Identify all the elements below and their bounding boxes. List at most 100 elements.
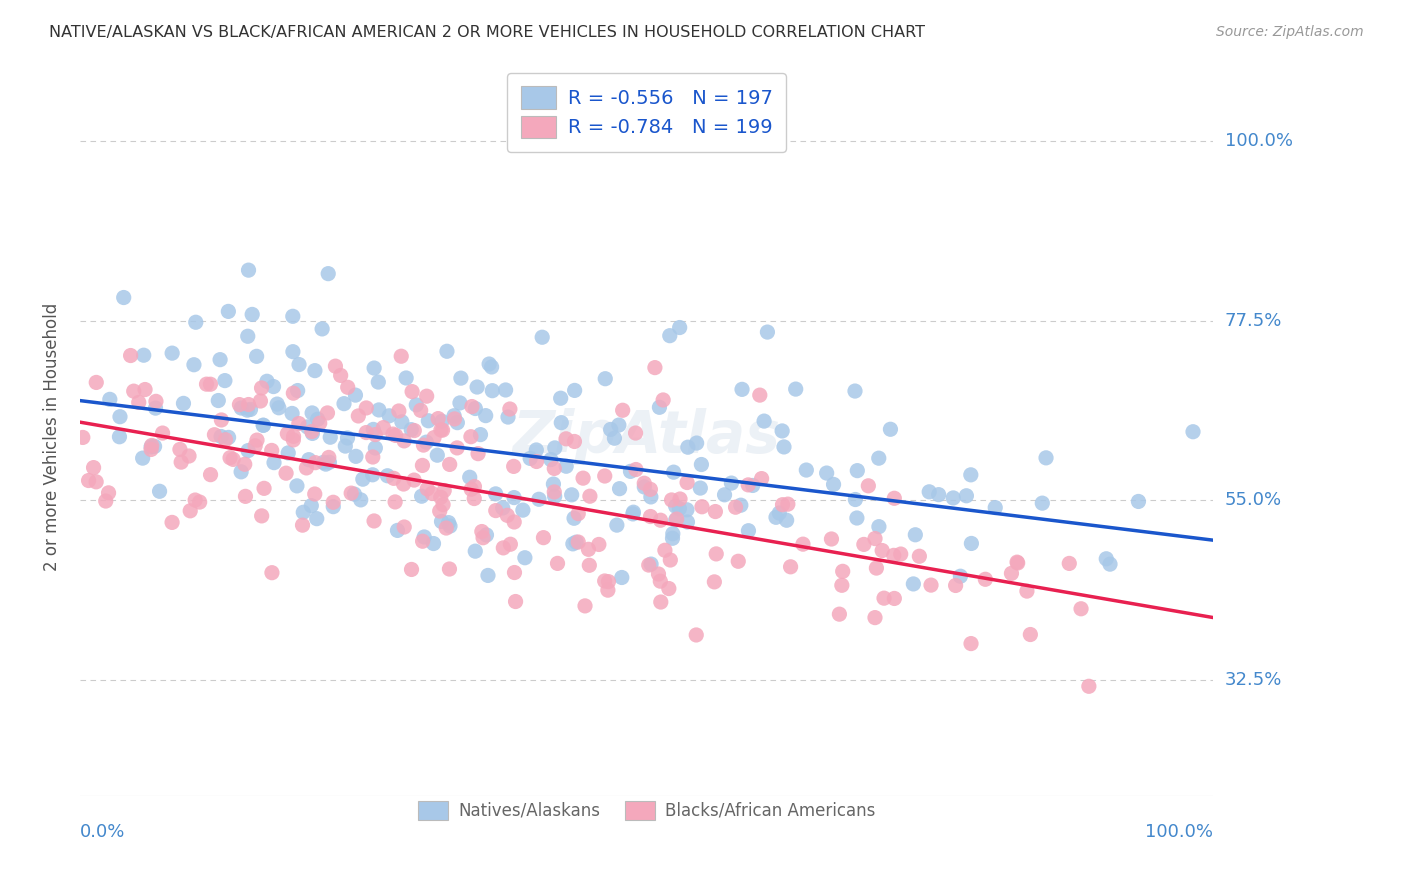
Point [404,424,426,438]
Point [283,386,305,401]
Point [295,461,318,475]
Point [72,430,94,444]
Point [741,478,763,492]
Point [179,504,201,518]
Point [391,415,413,429]
Point [256,374,278,388]
Point [512,503,534,517]
Point [312,455,335,469]
Point [648,401,671,415]
Point [974,572,997,586]
Point [432,498,454,512]
Point [235,489,257,503]
Point [844,384,866,398]
Point [307,412,329,426]
Point [470,427,492,442]
Text: 100.0%: 100.0% [1146,823,1213,841]
Point [238,398,260,412]
Point [322,500,344,514]
Point [292,505,315,519]
Point [1182,425,1205,439]
Point [432,423,454,437]
Point [1019,627,1042,641]
Point [524,442,547,457]
Point [250,508,273,523]
Point [387,524,409,538]
Point [84,376,107,390]
Point [685,628,707,642]
Point [868,519,890,533]
Point [883,491,905,506]
Point [561,488,583,502]
Point [578,558,600,573]
Point [304,456,326,470]
Point [650,513,672,527]
Point [567,507,589,521]
Point [392,434,415,448]
Point [413,530,436,544]
Point [404,473,426,487]
Point [283,429,305,443]
Point [364,441,387,455]
Point [828,607,851,622]
Point [139,442,162,457]
Point [485,503,508,517]
Point [378,409,401,423]
Point [392,520,415,534]
Point [1070,601,1092,615]
Point [250,381,273,395]
Point [436,344,458,359]
Point [304,487,326,501]
Y-axis label: 2 or more Vehicles in Household: 2 or more Vehicles in Household [44,302,60,571]
Point [550,391,572,405]
Point [420,486,443,500]
Point [531,330,554,344]
Point [505,594,527,608]
Point [281,344,304,359]
Point [858,479,880,493]
Text: 32.5%: 32.5% [1225,671,1282,689]
Point [281,406,304,420]
Point [333,397,356,411]
Point [942,491,965,505]
Point [160,346,183,360]
Point [274,466,297,480]
Point [785,382,807,396]
Point [288,358,311,372]
Point [236,443,259,458]
Point [381,427,404,442]
Point [564,384,586,398]
Point [794,463,817,477]
Point [703,574,725,589]
Point [382,471,405,485]
Point [562,511,585,525]
Point [519,451,541,466]
Point [97,486,120,500]
Point [526,454,548,468]
Point [252,418,274,433]
Point [792,537,814,551]
Point [443,412,465,426]
Point [134,383,156,397]
Point [401,384,423,399]
Point [647,566,669,581]
Point [1007,556,1029,570]
Point [430,414,453,428]
Point [139,440,162,454]
Point [612,403,634,417]
Point [959,467,981,482]
Point [340,486,363,500]
Point [574,599,596,613]
Point [188,495,211,509]
Point [619,464,641,478]
Point [336,380,359,394]
Point [690,500,713,514]
Point [246,349,269,363]
Point [401,562,423,576]
Point [238,263,260,277]
Point [214,433,236,447]
Point [344,450,367,464]
Point [879,422,901,436]
Point [429,504,451,518]
Point [384,428,406,442]
